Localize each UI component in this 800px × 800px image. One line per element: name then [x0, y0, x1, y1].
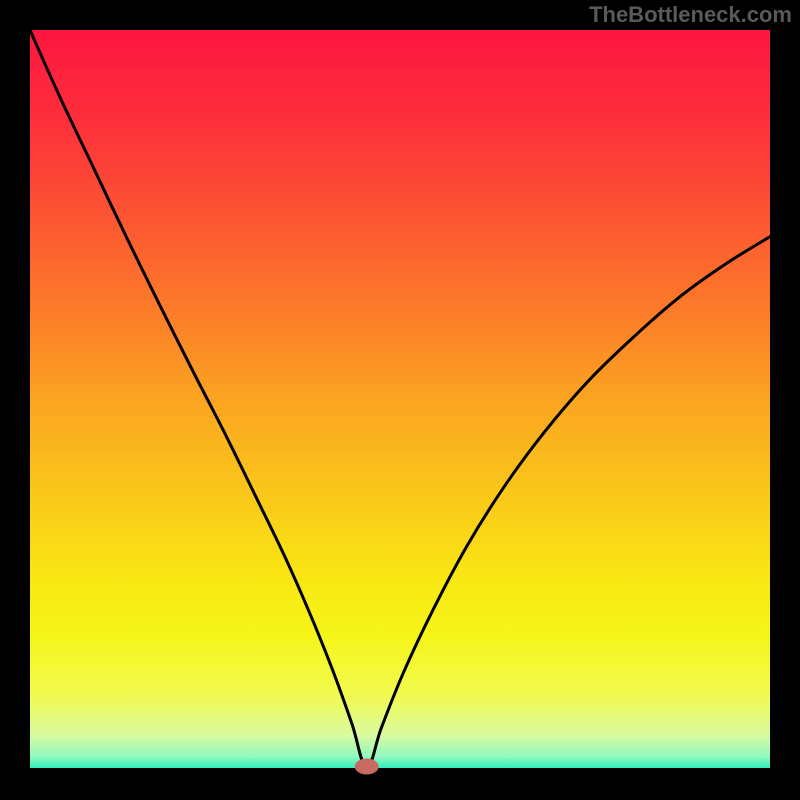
bottleneck-chart — [0, 0, 800, 800]
optimum-marker — [355, 759, 379, 775]
gradient-background — [30, 30, 770, 768]
chart-container: TheBottleneck.com — [0, 0, 800, 800]
watermark-text: TheBottleneck.com — [589, 2, 792, 28]
